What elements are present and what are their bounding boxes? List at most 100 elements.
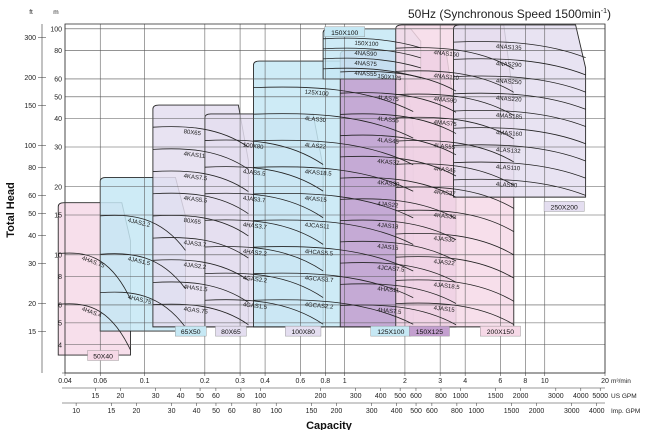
x-tick-usgpm: 300 — [350, 393, 362, 400]
x-tick-usgpm: 1500 — [488, 393, 504, 400]
chart-title: 50Hz (Synchronous Speed 1500min-1) — [408, 7, 611, 21]
y-tick-m: 8 — [58, 274, 62, 281]
impeller-curve — [204, 166, 324, 192]
x-tick-usgpm: 2000 — [513, 393, 529, 400]
x-tick-usgpm: 30 — [152, 393, 160, 400]
curve-label: 4LAS132 — [496, 147, 522, 155]
curve-label: 4NAS290 — [496, 61, 523, 69]
x-tick-usgpm: 200 — [315, 393, 327, 400]
ft-unit: ft — [29, 9, 33, 16]
family-region-250x200 — [453, 24, 587, 198]
size-label-box — [87, 350, 119, 361]
impeller-curve — [253, 86, 414, 112]
impeller-curve — [395, 279, 514, 302]
impeller-curve — [152, 259, 249, 281]
y-tick-ft: 30 — [28, 261, 36, 268]
impeller-curve — [100, 214, 186, 251]
curve-label: 4LAS75 — [377, 95, 399, 103]
curve-label: 4GCAS3.7 — [304, 276, 334, 285]
y-tick-ft: 15 — [28, 329, 36, 336]
x-tick-m3min: 2 — [403, 378, 407, 385]
impeller-curves — [58, 37, 586, 351]
size-label: 50X40 — [93, 353, 113, 360]
size-label-box — [409, 325, 450, 337]
curve-label: 4NAS75 — [354, 61, 377, 68]
impeller-curve — [340, 113, 457, 134]
curve-label: 4KAS30 — [433, 213, 456, 221]
x-tick-m3min: 0.6 — [295, 378, 305, 385]
curve-label: 4HAS2.2 — [242, 249, 267, 258]
x-tick-m3min: 0.4 — [260, 378, 270, 385]
curve-label: 4JAS15 — [377, 244, 399, 252]
curve-label: 4JAS3.7 — [242, 196, 266, 205]
impeller-curve — [340, 70, 457, 92]
impeller-curve — [453, 92, 586, 110]
curve-label: 80X65 — [183, 218, 202, 226]
impeller-curve — [453, 41, 586, 59]
curve-label: 4LAS55 — [377, 116, 399, 124]
x-tick-impgpm: 30 — [168, 408, 176, 415]
impeller-curve — [395, 302, 514, 325]
impeller-curve — [253, 139, 414, 166]
x-tick-impgpm: 50 — [212, 408, 220, 415]
size-label-box — [175, 325, 207, 337]
impeller-curve — [152, 281, 249, 303]
y-tick-m: 5 — [58, 320, 62, 327]
y-tick-ft: 300 — [24, 35, 36, 42]
impeller-curve — [204, 192, 324, 219]
curve-label: 4KAS11 — [183, 151, 206, 160]
impeller-curve — [453, 127, 586, 145]
curve-label: 4LAS30 — [304, 116, 326, 124]
curve-label: 4JAS5.5 — [242, 169, 266, 178]
curve-label: 100X80 — [242, 143, 264, 151]
curve-label: 4LAS55 — [433, 143, 456, 151]
x-tick-impgpm: 2000 — [529, 408, 545, 415]
x-tick-impgpm: 200 — [331, 408, 343, 415]
curve-label: 4JAS1.5 — [127, 256, 151, 267]
x-tick-impgpm: 10 — [72, 408, 80, 415]
x-tick-m3min: 0.8 — [320, 378, 330, 385]
curve-label: 4JAS22 — [433, 259, 455, 267]
x-tick-impgpm: 800 — [451, 408, 463, 415]
curve-label: 4LAS110 — [496, 165, 521, 173]
curve-label: 4HAS1.5 — [183, 285, 208, 294]
curve-label: 4GAS1.5 — [242, 302, 268, 311]
y-tick-ft: 150 — [24, 103, 36, 110]
curve-label: 4NAS150 — [433, 50, 460, 59]
x-tick-usgpm: 1000 — [453, 393, 469, 400]
y-tick-m: 80 — [54, 48, 62, 55]
x-tick-usgpm: 100 — [254, 393, 266, 400]
x-tick-impgpm: 1000 — [468, 408, 484, 415]
impeller-curve — [453, 75, 586, 93]
curve-label: 150X100 — [354, 41, 379, 48]
curve-label: 4NAS220 — [496, 96, 523, 104]
curve-label: 4HAS7.5 — [377, 308, 402, 316]
curve-labels: 4HAS.754HAS.44JAS2.24JAS1.54HAS.7580X654… — [81, 41, 523, 320]
y-tick-m: 6 — [58, 302, 62, 309]
size-label: 100X80 — [291, 329, 315, 336]
curve-label: 4HAS11 — [377, 286, 400, 294]
x-unit-usgpm: US GPM — [611, 393, 637, 400]
impeller-curve — [340, 134, 457, 156]
x-tick-usgpm: 50 — [196, 393, 204, 400]
y-tick-m: 4 — [58, 342, 62, 349]
curve-label: 4MAS90 — [433, 97, 457, 105]
curve-label: 150X125 — [377, 74, 402, 82]
x-tick-usgpm: 500 — [394, 393, 406, 400]
curve-label: 4KAS18.5 — [304, 169, 332, 177]
curve-label: 4KAS45 — [433, 166, 456, 174]
x-tick-m3min: 6 — [498, 378, 502, 385]
x-tick-impgpm: 400 — [391, 408, 403, 415]
y-tick-ft: 80 — [28, 165, 36, 172]
x-tick-impgpm: 100 — [270, 408, 282, 415]
x-unit-m3min: m³/min — [611, 378, 631, 385]
y-tick-m: 20 — [54, 184, 62, 191]
size-label-box — [215, 325, 247, 337]
impeller-curve — [253, 166, 414, 192]
impeller-curve — [323, 47, 421, 59]
curve-label: 4KAS37 — [433, 190, 456, 198]
curve-label: 4NAS55 — [354, 71, 377, 78]
curve-label: 4HAS.75 — [127, 295, 152, 307]
x-axis-title: Capacity — [306, 420, 353, 430]
x-tick-m3min: 3 — [438, 378, 442, 385]
